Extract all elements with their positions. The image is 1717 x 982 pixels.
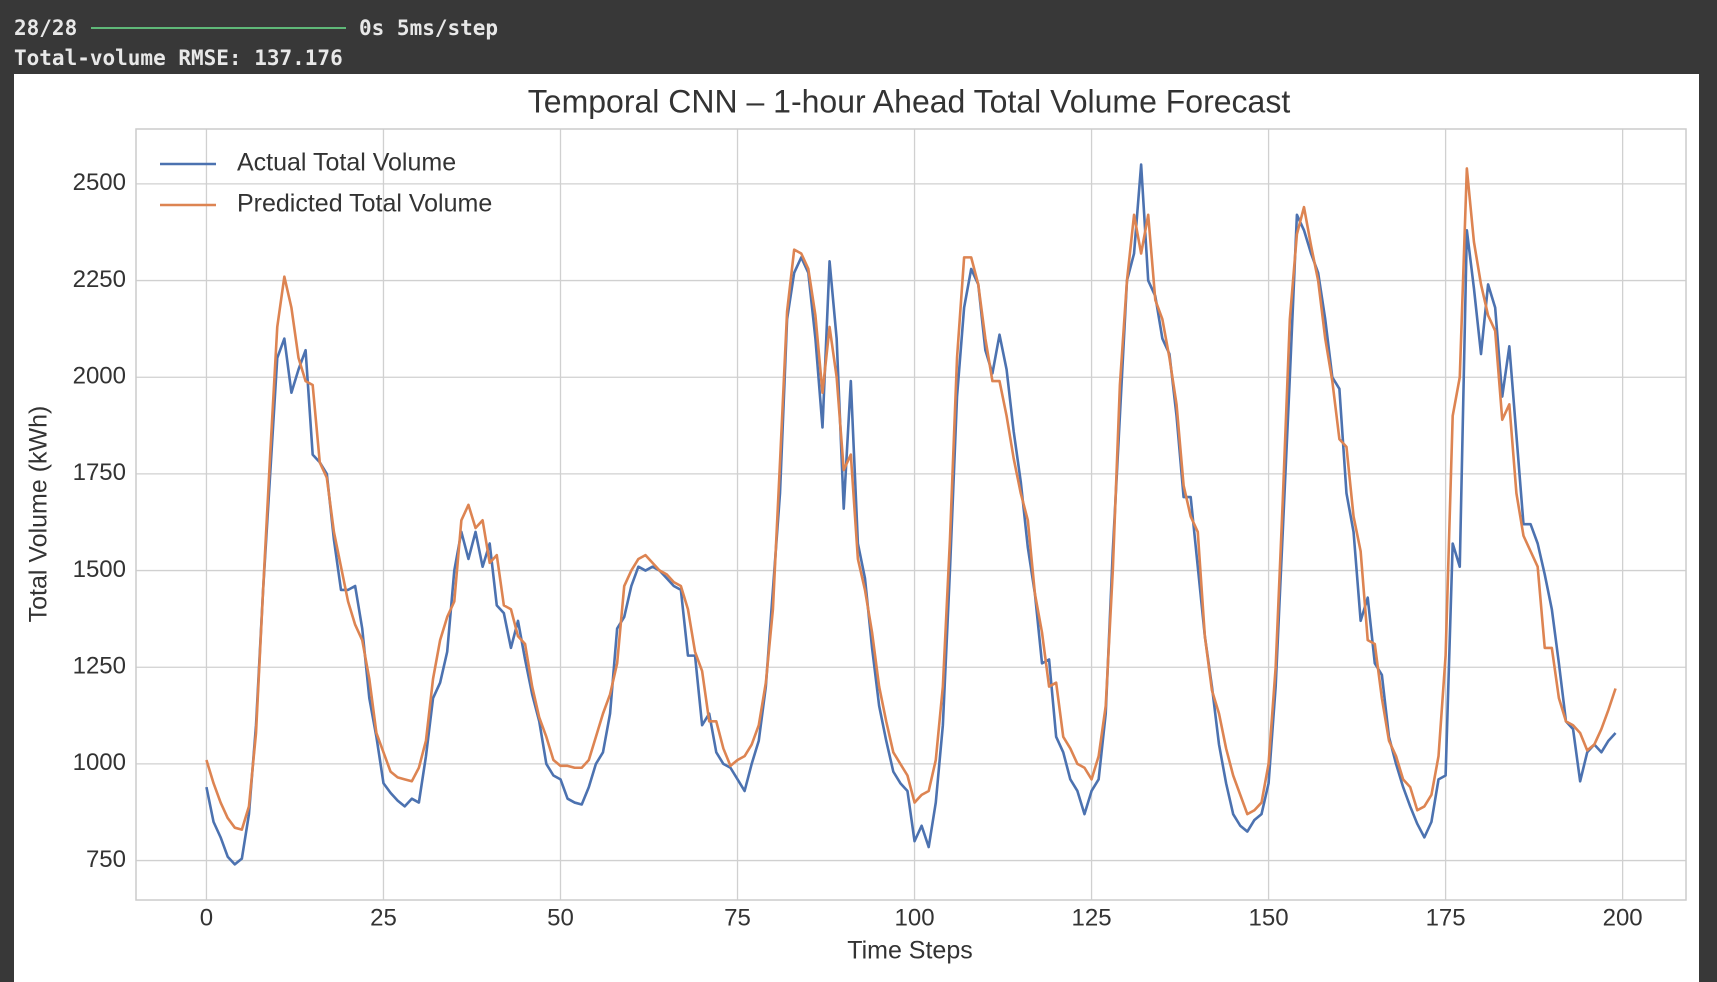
progress-count: 28/28 bbox=[14, 16, 78, 40]
legend-label: Predicted Total Volume bbox=[237, 190, 492, 218]
plot-frame bbox=[135, 128, 1687, 901]
data-line bbox=[205, 167, 1617, 831]
y-tick-label: 750 bbox=[86, 846, 126, 873]
progress-timing: 0s 5ms/step bbox=[359, 16, 499, 40]
y-tick-label: 1500 bbox=[73, 556, 126, 583]
y-tick-label: 1250 bbox=[73, 653, 126, 680]
progress-bar bbox=[91, 27, 346, 29]
x-tick-label: 25 bbox=[370, 904, 397, 931]
x-tick-label: 200 bbox=[1603, 904, 1643, 931]
console-output: 28/28 0s 5ms/step Total-volume RMSE: 137… bbox=[0, 0, 1717, 74]
y-tick-label: 2500 bbox=[73, 169, 126, 196]
x-tick-label: 175 bbox=[1426, 904, 1466, 931]
y-tick-label: 1750 bbox=[73, 459, 126, 486]
x-tick-label: 75 bbox=[724, 904, 751, 931]
data-line bbox=[205, 163, 1617, 866]
rmse-output: Total-volume RMSE: 137.176 bbox=[14, 46, 343, 70]
y-tick-label: 2250 bbox=[73, 266, 126, 293]
chart-title: Temporal CNN – 1-hour Ahead Total Volume… bbox=[528, 83, 1291, 119]
y-axis-label: Total Volume (kWh) bbox=[25, 406, 53, 623]
x-tick-label: 50 bbox=[547, 904, 574, 931]
legend-label: Actual Total Volume bbox=[237, 149, 456, 177]
x-tick-label: 100 bbox=[895, 904, 935, 931]
chart: Temporal CNN – 1-hour Ahead Total Volume… bbox=[14, 74, 1699, 982]
y-tick-label: 2000 bbox=[73, 363, 126, 390]
x-tick-label: 125 bbox=[1072, 904, 1112, 931]
x-tick-label: 150 bbox=[1249, 904, 1289, 931]
y-tick-label: 1000 bbox=[73, 749, 126, 776]
x-axis-label: Time Steps bbox=[847, 937, 973, 965]
x-tick-label: 0 bbox=[200, 904, 213, 931]
